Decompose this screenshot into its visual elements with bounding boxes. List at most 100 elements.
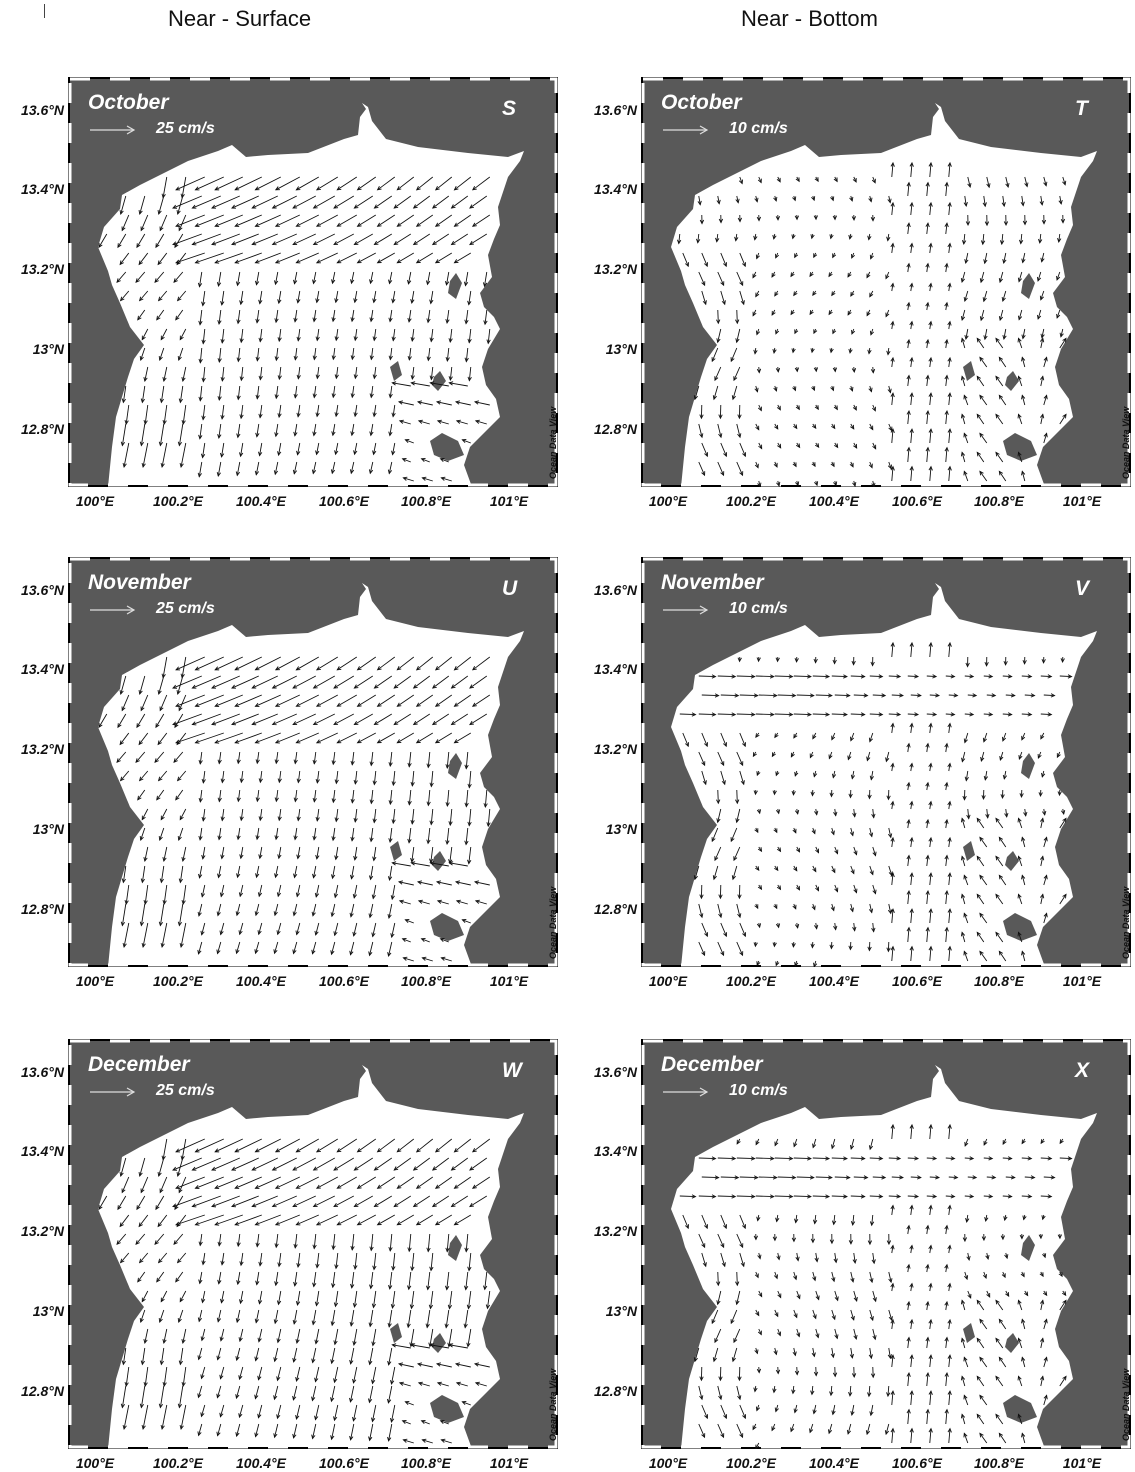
current-vector — [772, 789, 777, 796]
current-vector — [349, 1347, 355, 1365]
current-vector — [869, 712, 884, 717]
current-vector — [947, 872, 952, 886]
current-vector — [331, 789, 336, 804]
current-vector — [235, 1309, 241, 1324]
current-vector — [698, 1385, 704, 1401]
current-vector — [390, 1404, 396, 1423]
current-vector — [312, 347, 317, 361]
current-vector — [1022, 214, 1028, 226]
column-title-near-bottom: Near - Bottom — [741, 6, 878, 31]
current-vector — [439, 1420, 449, 1425]
current-vector — [214, 732, 243, 744]
current-vector — [772, 1385, 777, 1394]
current-vector — [1062, 1290, 1067, 1297]
current-vector — [273, 461, 279, 476]
current-vector — [293, 789, 298, 803]
current-vector — [814, 922, 819, 930]
current-vector — [833, 404, 838, 411]
current-vector — [866, 271, 871, 279]
current-vector — [254, 176, 281, 191]
current-vector — [1017, 375, 1023, 387]
current-vector — [387, 903, 393, 920]
current-vector — [885, 309, 890, 318]
current-vector — [273, 1309, 279, 1325]
current-vector — [368, 941, 374, 957]
current-vector — [906, 781, 911, 791]
current-vector — [356, 656, 377, 671]
current-vector — [771, 271, 776, 278]
current-vector — [119, 675, 127, 695]
current-vector — [925, 1263, 930, 1273]
current-vector — [1056, 309, 1061, 319]
current-vector — [754, 195, 759, 203]
current-vector — [350, 271, 355, 285]
current-vector — [238, 1328, 244, 1343]
current-vector — [295, 1328, 301, 1344]
current-vector — [201, 328, 206, 345]
current-vector — [216, 1309, 222, 1323]
current-vector — [336, 176, 358, 191]
current-vector — [273, 1423, 279, 1439]
current-vector — [775, 328, 780, 335]
current-vector — [426, 1271, 431, 1291]
current-vector — [1043, 836, 1048, 848]
current-vector — [982, 732, 988, 743]
current-vector — [312, 1157, 336, 1171]
current-vector — [140, 214, 149, 232]
current-vector — [349, 461, 355, 475]
current-vector — [236, 1271, 241, 1286]
current-vector — [211, 675, 240, 689]
current-vector — [156, 309, 165, 321]
current-vector — [995, 375, 1004, 387]
current-vector — [753, 1385, 758, 1393]
current-vector — [720, 1252, 726, 1268]
current-vector — [373, 1195, 393, 1208]
current-vector — [755, 1156, 775, 1161]
current-vector — [257, 922, 263, 936]
current-vector — [471, 1138, 491, 1153]
current-vector — [775, 366, 781, 373]
current-vector — [296, 1252, 301, 1268]
current-vector — [239, 366, 244, 382]
current-vector — [1040, 375, 1045, 387]
current-vector — [295, 252, 319, 264]
current-vector — [330, 941, 336, 956]
current-vector — [756, 922, 762, 929]
current-vector — [200, 1404, 206, 1418]
current-vector — [831, 1214, 837, 1226]
current-vector — [757, 480, 762, 487]
current-vector — [176, 1252, 187, 1264]
current-vector — [944, 1408, 949, 1425]
current-vector — [178, 694, 187, 712]
month-label: December — [661, 1053, 763, 1076]
current-vector — [1042, 1252, 1047, 1259]
current-vector — [333, 884, 339, 899]
current-vector — [175, 1271, 184, 1283]
current-vector — [434, 1176, 453, 1189]
current-vector — [775, 770, 780, 777]
current-vector — [315, 770, 320, 784]
current-vector — [311, 903, 317, 917]
current-vector — [369, 309, 374, 323]
current-vector — [888, 674, 902, 679]
current-vector — [796, 1290, 801, 1300]
current-vector — [315, 404, 320, 418]
current-vector — [831, 1404, 836, 1416]
current-vector — [336, 656, 358, 671]
current-vector — [314, 922, 320, 936]
current-vector — [980, 751, 985, 762]
current-vector — [755, 1309, 760, 1317]
current-vector — [162, 846, 168, 863]
current-vector — [368, 1385, 374, 1404]
current-vector — [776, 1252, 781, 1261]
current-vector — [995, 817, 1004, 829]
current-vector — [333, 922, 339, 937]
current-vector — [960, 337, 966, 349]
current-vector — [471, 1176, 491, 1189]
current-vector — [121, 865, 127, 884]
current-vector — [157, 195, 165, 215]
current-vector — [849, 1138, 855, 1150]
current-vector — [387, 941, 393, 958]
current-vector — [947, 242, 952, 254]
current-vector — [372, 404, 377, 418]
